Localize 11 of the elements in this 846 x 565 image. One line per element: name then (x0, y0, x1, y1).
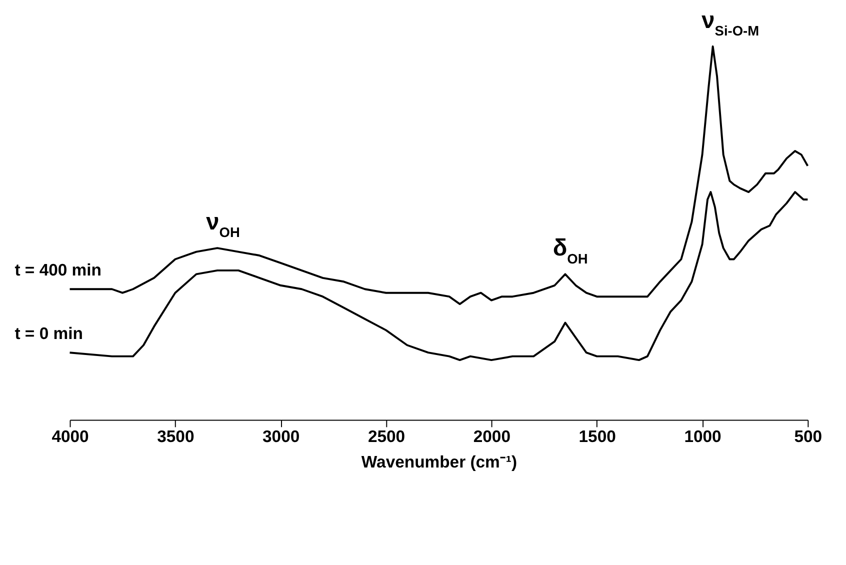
x-tick-label: 1500 (578, 426, 616, 446)
x-tick-label: 2000 (473, 426, 510, 446)
x-tick-label: 2500 (368, 426, 406, 446)
x-tick-label: 3500 (157, 426, 194, 446)
x-tick-label: 500 (794, 426, 822, 446)
x-tick-label: 3000 (262, 426, 300, 446)
x-tick-label: 4000 (52, 426, 89, 446)
x-axis-title: Wavenumber (cm⁻¹) (361, 452, 518, 472)
series-label: t = 0 min (14, 324, 83, 343)
x-tick-label: 1000 (684, 426, 722, 446)
series-label: t = 400 min (14, 260, 102, 280)
